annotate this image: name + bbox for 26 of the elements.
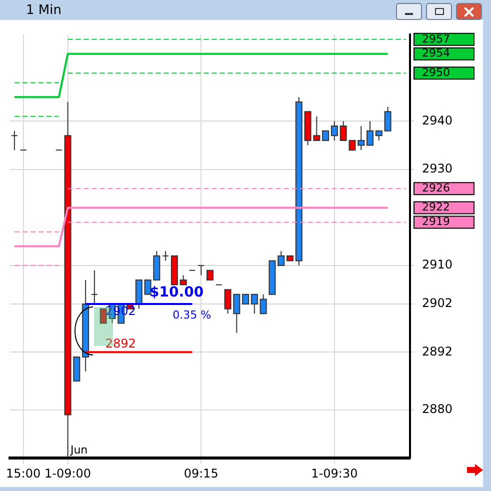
- y-tick-label: 2919: [422, 215, 450, 228]
- candlestick: [90, 270, 98, 305]
- data-label: 2892: [105, 336, 136, 350]
- y-tick-label: 2926: [422, 181, 450, 194]
- y-tick-label: 2922: [422, 200, 450, 214]
- candlestick: [10, 130, 18, 151]
- y-tick-label: 2940: [422, 113, 453, 128]
- y-tick-label: 2950: [422, 66, 450, 79]
- x-tick-label: 09:15: [184, 466, 218, 480]
- candlestick: [162, 250, 170, 262]
- chart-title: 1 Min: [26, 3, 62, 18]
- candlestick: [198, 265, 205, 276]
- annotation: $10.00: [150, 284, 204, 301]
- y-tick-label: 2880: [422, 402, 453, 416]
- y-tick-label: 2902: [422, 296, 453, 310]
- x-tick-label: 1-09:30: [311, 466, 358, 480]
- x-tick-label: 15:00: [6, 466, 41, 480]
- y-tick-label: 2954: [422, 46, 450, 60]
- y-tick-label: 2892: [422, 344, 453, 358]
- annotation: 0.35 %: [172, 308, 212, 322]
- annotation: Jun: [69, 444, 88, 457]
- y-tick-label: 2910: [422, 258, 453, 272]
- data-label: 2902: [105, 304, 136, 318]
- y-tick-label: 2930: [422, 161, 453, 176]
- x-tick-label: 1-09:00: [44, 466, 92, 480]
- y-tick-label: 2957: [422, 32, 450, 46]
